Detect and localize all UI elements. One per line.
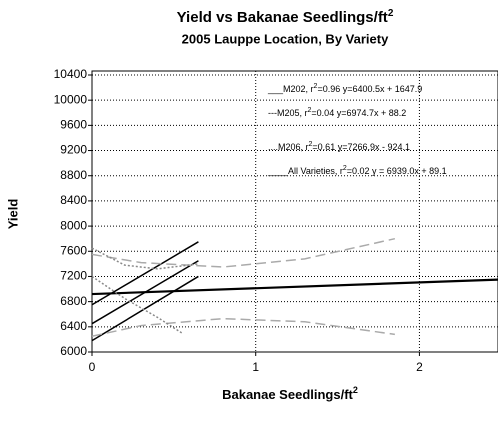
plot-area — [91, 70, 498, 353]
annotation: ___M202, r2=0.96 y=6400.5x + 1647.9 — [267, 83, 422, 95]
annotation-text: ___M202, r — [267, 84, 314, 94]
x-tick-label: 0 — [89, 360, 96, 374]
y-tick-label: 8000 — [60, 218, 87, 232]
y-tick-label: 6400 — [60, 319, 87, 333]
series-line — [91, 247, 199, 270]
annotation-sup: 2 — [308, 107, 312, 114]
x-tick-label: 2 — [416, 360, 423, 374]
y-tick-label: 10000 — [54, 92, 88, 106]
annotation-sup: 2 — [309, 141, 313, 148]
x-axis-label: Bakanae Seedlings/ft2 — [222, 385, 358, 402]
series-line — [91, 275, 199, 342]
y-tick-label: 7600 — [60, 243, 87, 257]
chart-title: Yield vs Bakanae Seedlings/ft2 — [177, 8, 394, 26]
annotation-rest: =0.04 y=6974.7x + 88.2 — [311, 108, 406, 118]
y-tick-label: 9200 — [60, 143, 87, 157]
y-axis-label: Yield — [5, 199, 20, 230]
annotation: ....M206, r2=0.61 y=7266.9x - 924.1 — [268, 141, 410, 153]
annotation-text: ---M205, r — [268, 108, 308, 118]
annotation-rest: =0.02 y = 6939.0x + 89.1 — [347, 166, 447, 176]
annotation-sup: 2 — [343, 165, 347, 172]
y-tick-label: 8800 — [60, 168, 87, 182]
x-tick-label: 1 — [252, 360, 259, 374]
y-tick-label: 7200 — [60, 269, 87, 283]
y-tick-label: 10400 — [54, 67, 88, 81]
annotation-sup: 2 — [314, 83, 318, 90]
series-line — [91, 317, 395, 337]
y-tick-label: 8400 — [60, 193, 87, 207]
series-line — [91, 237, 396, 268]
y-tick-label: 9600 — [60, 118, 87, 132]
y-tick-label: 6000 — [60, 344, 87, 358]
series-line — [91, 278, 498, 296]
annotation-rest: =0.96 y=6400.5x + 1647.9 — [317, 84, 422, 94]
annotation: ____All Varieties, r2=0.02 y = 6939.0x +… — [267, 165, 447, 177]
annotation-text: ....M206, r — [268, 142, 309, 152]
annotation: ---M205, r2=0.04 y=6974.7x + 88.2 — [268, 107, 406, 119]
y-tick-label: 6800 — [60, 294, 87, 308]
chart-subtitle: 2005 Lauppe Location, By Variety — [182, 31, 389, 46]
annotation-text: ____All Varieties, r — [267, 166, 343, 176]
annotation-rest: =0.61 y=7266.9x - 924.1 — [312, 142, 410, 152]
